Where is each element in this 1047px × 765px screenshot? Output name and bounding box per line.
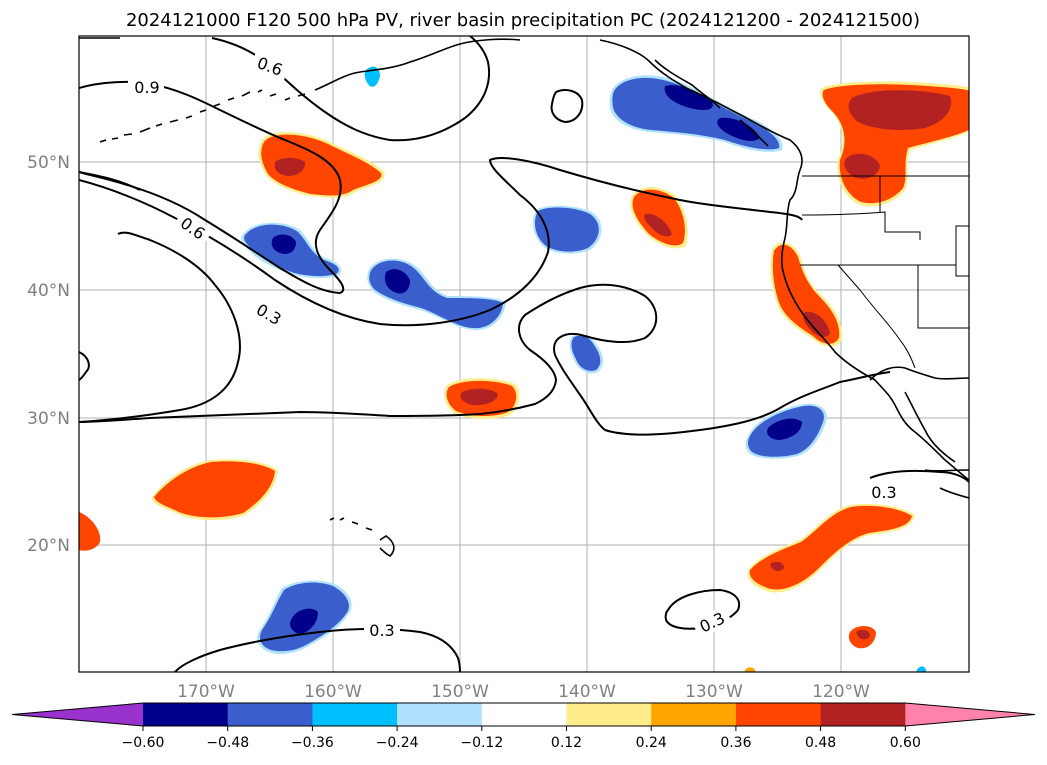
colorbar-bin — [397, 703, 483, 726]
colorbar-tick-label: 0.60 — [890, 735, 921, 751]
colorbar-tick-label: 0.48 — [805, 735, 836, 751]
lon-label-120w: 120°W — [812, 682, 870, 702]
borders — [800, 175, 969, 369]
colorbar-bin — [566, 703, 652, 726]
contour-label-0.9: 0.9 — [134, 78, 159, 97]
coastlines — [79, 37, 969, 557]
map-title: 2024121000 F120 500 hPa PV, river basin … — [126, 10, 920, 31]
colorbar-tick-label: −0.12 — [460, 735, 503, 751]
negative-anomalies — [241, 66, 926, 672]
colorbar-extend-high — [905, 703, 1035, 726]
map-frame — [78, 35, 970, 673]
positive-anomalies — [79, 81, 969, 672]
colorbar-bin — [651, 703, 737, 726]
pv-contours — [79, 36, 969, 672]
map-layer: 0.9 0.6 0.6 0.3 0.3 0.3 0.3 — [79, 36, 969, 672]
colorbar-bin — [312, 703, 398, 726]
colorbar-bin — [820, 703, 906, 726]
map-background — [79, 36, 969, 672]
colorbar-bin — [481, 703, 567, 726]
lat-labels: 50°N 40°N 30°N 20°N — [27, 153, 70, 556]
lon-label-130w: 130°W — [685, 682, 743, 702]
gridlines — [79, 36, 969, 672]
colorbar-bin — [735, 703, 822, 726]
colorbar-tick-label: 0.36 — [720, 735, 751, 751]
contour-label-0.3-hawaii: 0.3 — [369, 621, 394, 640]
contour-label-0.3-east: 0.3 — [871, 483, 896, 502]
lon-labels: 170°W 160°W 150°W 140°W 130°W 120°W — [177, 682, 870, 702]
contour-labels: 0.9 0.6 0.6 0.3 0.3 0.3 0.3 — [128, 50, 902, 640]
colorbar-tick-label: −0.36 — [291, 735, 334, 751]
colorbar-tick-label: 0.24 — [636, 735, 667, 751]
colorbar: −0.60 −0.48 −0.36 −0.24 −0.12 0.12 0.24 0.36 0.4… — [11, 702, 1036, 751]
lon-label-150w: 150°W — [431, 682, 489, 702]
lat-label-50n: 50°N — [27, 153, 70, 173]
colorbar-tick-label: −0.60 — [122, 735, 165, 751]
colorbar-tick-label: −0.48 — [206, 735, 249, 751]
lat-label-40n: 40°N — [27, 281, 70, 301]
colorbar-bin — [143, 703, 229, 726]
lon-label-140w: 140°W — [558, 682, 616, 702]
colorbar-tick-label: −0.24 — [376, 735, 419, 751]
lat-label-30n: 30°N — [27, 409, 70, 429]
lon-label-170w: 170°W — [177, 682, 235, 702]
colorbar-bin — [227, 703, 313, 726]
colorbar-tick-label: 0.12 — [551, 735, 582, 751]
lon-label-160w: 160°W — [304, 682, 362, 702]
colorbar-extend-low — [12, 703, 143, 726]
lat-label-20n: 20°N — [27, 536, 70, 556]
